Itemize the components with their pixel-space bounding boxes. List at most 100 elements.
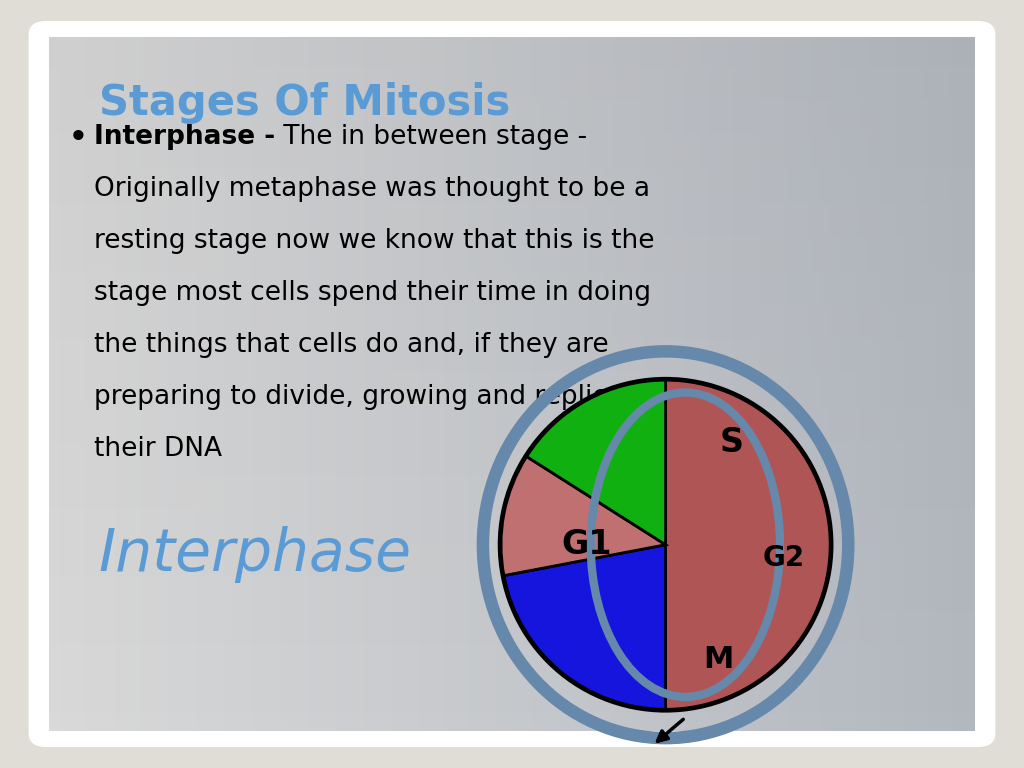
Bar (49, 78, 975, 81)
Bar (713, 37, 716, 731)
Bar (567, 37, 570, 731)
Bar (49, 548, 975, 551)
Bar (49, 289, 975, 291)
Text: Interphase: Interphase (99, 526, 412, 584)
Bar (49, 370, 975, 372)
Bar (49, 620, 975, 622)
Bar (49, 477, 975, 479)
Bar (944, 37, 947, 731)
Bar (49, 428, 975, 430)
Bar (923, 37, 926, 731)
Bar (648, 37, 651, 731)
Bar (49, 243, 975, 245)
Bar (586, 37, 589, 731)
Bar (642, 37, 645, 731)
Bar (546, 37, 549, 731)
Bar (877, 37, 880, 731)
Bar (49, 541, 975, 544)
Bar (55, 37, 58, 731)
Bar (49, 51, 975, 53)
Bar (339, 37, 342, 731)
Bar (65, 37, 68, 731)
Bar (49, 690, 975, 692)
Bar (104, 37, 108, 731)
Bar (49, 88, 975, 90)
Bar (49, 192, 975, 194)
Bar (49, 148, 975, 151)
Bar (101, 37, 104, 731)
Bar (660, 37, 664, 731)
Bar (49, 453, 975, 455)
Bar (129, 37, 132, 731)
Bar (71, 37, 74, 731)
Bar (49, 484, 975, 486)
Bar (49, 340, 975, 343)
Bar (49, 469, 975, 472)
Bar (870, 37, 873, 731)
Bar (49, 277, 975, 280)
Bar (144, 37, 147, 731)
Bar (49, 442, 975, 444)
Bar (157, 37, 160, 731)
Bar (873, 37, 877, 731)
Bar (49, 144, 975, 146)
Bar (49, 41, 975, 44)
Bar (147, 37, 151, 731)
Bar (49, 555, 975, 558)
Bar (231, 37, 234, 731)
Bar (49, 151, 975, 153)
Bar (49, 516, 975, 518)
Bar (49, 139, 975, 141)
Bar (49, 400, 975, 402)
Bar (796, 37, 799, 731)
Bar (49, 313, 975, 315)
Bar (49, 606, 975, 608)
Bar (49, 414, 975, 416)
Bar (466, 37, 469, 731)
Bar (305, 37, 308, 731)
Bar (49, 204, 975, 206)
Bar (49, 201, 975, 204)
Bar (633, 37, 636, 731)
Bar (290, 37, 293, 731)
Bar (49, 236, 975, 238)
Bar (570, 37, 573, 731)
Bar (49, 569, 975, 571)
Bar (49, 224, 975, 227)
Bar (540, 37, 543, 731)
Bar (49, 425, 975, 428)
Bar (49, 590, 975, 592)
Bar (833, 37, 836, 731)
Bar (111, 37, 114, 731)
Bar (117, 37, 120, 731)
Bar (49, 703, 975, 706)
Bar (935, 37, 938, 731)
Bar (83, 37, 86, 731)
Bar (722, 37, 725, 731)
Bar (49, 697, 975, 699)
Bar (219, 37, 222, 731)
Bar (404, 37, 408, 731)
Bar (49, 338, 975, 340)
Bar (247, 37, 250, 731)
Bar (284, 37, 287, 731)
Bar (238, 37, 241, 731)
Bar (49, 393, 975, 396)
Bar (120, 37, 123, 731)
Bar (210, 37, 213, 731)
Bar (49, 530, 975, 532)
Bar (49, 648, 975, 650)
Bar (783, 37, 786, 731)
Bar (463, 37, 466, 731)
Bar (80, 37, 83, 731)
Bar (527, 37, 530, 731)
Bar (613, 37, 616, 731)
Bar (108, 37, 111, 731)
Bar (49, 687, 975, 690)
Bar (49, 631, 975, 634)
Bar (49, 250, 975, 252)
Bar (185, 37, 188, 731)
Bar (49, 416, 975, 419)
Bar (49, 174, 975, 176)
Bar (49, 451, 975, 453)
